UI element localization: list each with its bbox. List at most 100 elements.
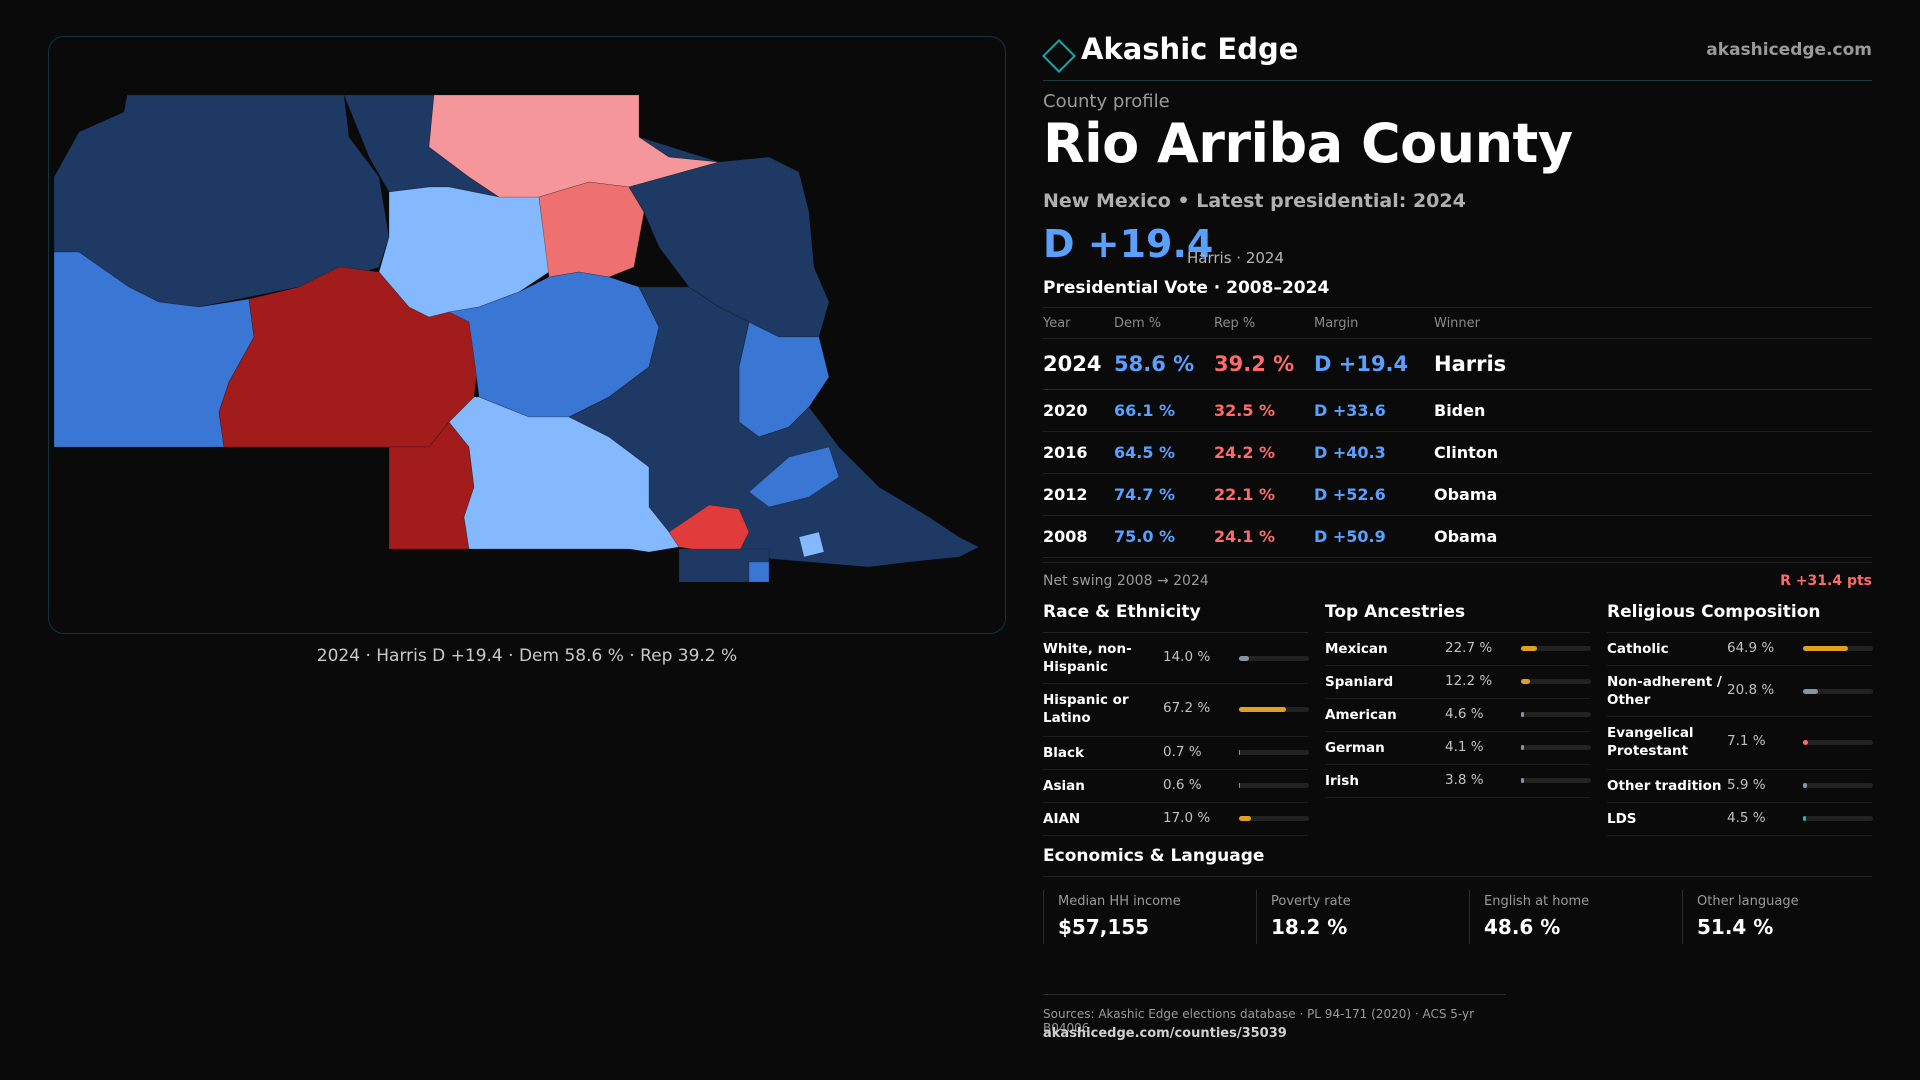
- item-pct: 17.0 %: [1163, 810, 1211, 826]
- item-pct: 64.9 %: [1727, 640, 1775, 656]
- precinct-map[interactable]: [48, 36, 1006, 634]
- stat-label: English at home: [1484, 894, 1590, 909]
- item-pct: 67.2 %: [1163, 700, 1211, 716]
- list-item: Spaniard 12.2 %: [1325, 666, 1591, 699]
- item-label: German: [1325, 740, 1385, 756]
- col-header-dem: Dem %: [1114, 316, 1162, 331]
- item-label: Other tradition: [1607, 778, 1722, 794]
- item-pct: 4.5 %: [1727, 810, 1766, 826]
- item-bar-fill: [1521, 679, 1530, 684]
- item-bar-fill: [1803, 689, 1818, 694]
- precinct-map-svg: [53, 94, 980, 583]
- item-bar: [1521, 646, 1591, 651]
- map-region-s-tab-chip[interactable]: [748, 561, 770, 583]
- economics-title: Economics & Language: [1043, 846, 1872, 877]
- headline-note: Harris · 2024: [1187, 249, 1285, 267]
- cell-dem: 74.7 %: [1114, 485, 1176, 504]
- item-bar: [1521, 778, 1591, 783]
- list-item: Irish 3.8 %: [1325, 765, 1591, 798]
- table-row: 2024 58.6 % 39.2 % D +19.4 Harris: [1043, 339, 1872, 390]
- item-bar-fill: [1803, 740, 1808, 745]
- brand-name: Akashic Edge: [1081, 32, 1299, 66]
- table-row: 2012 74.7 % 22.1 % D +52.6 Obama: [1043, 474, 1872, 516]
- race-ethnicity-section: Race & Ethnicity White, non-Hispanic 14.…: [1043, 602, 1309, 836]
- item-pct: 4.6 %: [1445, 706, 1484, 722]
- list-item: Mexican 22.7 %: [1325, 633, 1591, 666]
- map-region-s-red[interactable]: [668, 504, 750, 553]
- item-label: White, non-Hispanic: [1043, 641, 1132, 675]
- item-bar: [1803, 783, 1873, 788]
- stat-card: English at home 48.6 %: [1469, 890, 1669, 944]
- list-item: LDS 4.5 %: [1607, 803, 1873, 836]
- item-label: Hispanic or Latino: [1043, 692, 1129, 726]
- cell-winner: Obama: [1434, 527, 1498, 546]
- cell-year: 2008: [1043, 527, 1088, 546]
- list-item: Catholic 64.9 %: [1607, 633, 1873, 666]
- item-label: Asian: [1043, 778, 1085, 794]
- item-pct: 22.7 %: [1445, 640, 1493, 656]
- brand-header: Akashic Edge akashicedge.com: [1042, 30, 1872, 81]
- item-bar-fill: [1521, 745, 1524, 750]
- item-bar-fill: [1239, 707, 1287, 712]
- list-item: AIAN 17.0 %: [1043, 803, 1309, 836]
- list-item: Other tradition 5.9 %: [1607, 770, 1873, 803]
- presidential-vote-table: Year Dem % Rep % Margin Winner 2024 58.6…: [1043, 307, 1872, 558]
- item-label: Mexican: [1325, 641, 1388, 657]
- cell-rep: 24.2 %: [1214, 443, 1276, 462]
- map-region-se-chip[interactable]: [798, 531, 825, 558]
- item-label: AIAN: [1043, 811, 1081, 827]
- cell-year: 2024: [1043, 352, 1102, 376]
- item-bar-fill: [1803, 646, 1849, 651]
- cell-margin: D +52.6: [1314, 485, 1386, 504]
- headline-margin: D +19.4: [1043, 222, 1214, 266]
- cell-dem: 75.0 %: [1114, 527, 1176, 546]
- cell-dem: 66.1 %: [1114, 401, 1176, 420]
- net-swing-label: Net swing 2008 → 2024: [1043, 573, 1209, 589]
- col-header-year: Year: [1043, 316, 1071, 331]
- net-swing-value: R +31.4 pts: [1780, 573, 1872, 589]
- item-bar-fill: [1239, 656, 1249, 661]
- county-url-link[interactable]: akashicedge.com/counties/35039: [1043, 1026, 1287, 1041]
- county-subtitle: New Mexico • Latest presidential: 2024: [1043, 190, 1466, 212]
- item-pct: 12.2 %: [1445, 673, 1493, 689]
- item-label: Evangelical Protestant: [1607, 725, 1694, 759]
- map-region-nc-salmon[interactable]: [538, 181, 645, 278]
- item-label: Irish: [1325, 773, 1359, 789]
- item-bar-fill: [1239, 750, 1241, 755]
- profile-kicker: County profile: [1043, 91, 1170, 112]
- cell-dem: 64.5 %: [1114, 443, 1176, 462]
- item-bar-fill: [1803, 783, 1808, 788]
- cell-rep: 22.1 %: [1214, 485, 1276, 504]
- cell-winner: Obama: [1434, 485, 1498, 504]
- item-pct: 0.6 %: [1163, 777, 1202, 793]
- item-label: Black: [1043, 745, 1085, 761]
- col-header-rep: Rep %: [1214, 316, 1256, 331]
- item-bar: [1239, 707, 1309, 712]
- stat-label: Median HH income: [1058, 894, 1181, 909]
- item-bar: [1521, 679, 1591, 684]
- cell-margin: D +50.9: [1314, 527, 1386, 546]
- map-region-se-blue[interactable]: [748, 446, 840, 508]
- stat-card: Other language 51.4 %: [1682, 890, 1882, 944]
- list-item: German 4.1 %: [1325, 732, 1591, 765]
- item-bar-fill: [1521, 778, 1524, 783]
- item-bar-fill: [1521, 712, 1525, 717]
- col-header-winner: Winner: [1434, 316, 1481, 331]
- cell-rep: 32.5 %: [1214, 401, 1276, 420]
- stat-card: Poverty rate 18.2 %: [1256, 890, 1456, 944]
- page-title: Rio Arriba County: [1043, 112, 1573, 175]
- item-pct: 0.7 %: [1163, 744, 1202, 760]
- cell-year: 2012: [1043, 485, 1088, 504]
- list-item: American 4.6 %: [1325, 699, 1591, 732]
- item-bar-fill: [1239, 816, 1251, 821]
- table-row: 2020 66.1 % 32.5 % D +33.6 Biden: [1043, 390, 1872, 432]
- table-header-row: Year Dem % Rep % Margin Winner: [1043, 308, 1872, 339]
- list-item: Asian 0.6 %: [1043, 770, 1309, 803]
- stat-label: Other language: [1697, 894, 1799, 909]
- cell-year: 2016: [1043, 443, 1088, 462]
- brand-url-link[interactable]: akashicedge.com: [1706, 40, 1872, 60]
- item-bar: [1803, 816, 1873, 821]
- sources-note: Sources: Akashic Edge elections database…: [1043, 994, 1506, 1035]
- item-bar: [1239, 656, 1309, 661]
- item-label: Spaniard: [1325, 674, 1394, 690]
